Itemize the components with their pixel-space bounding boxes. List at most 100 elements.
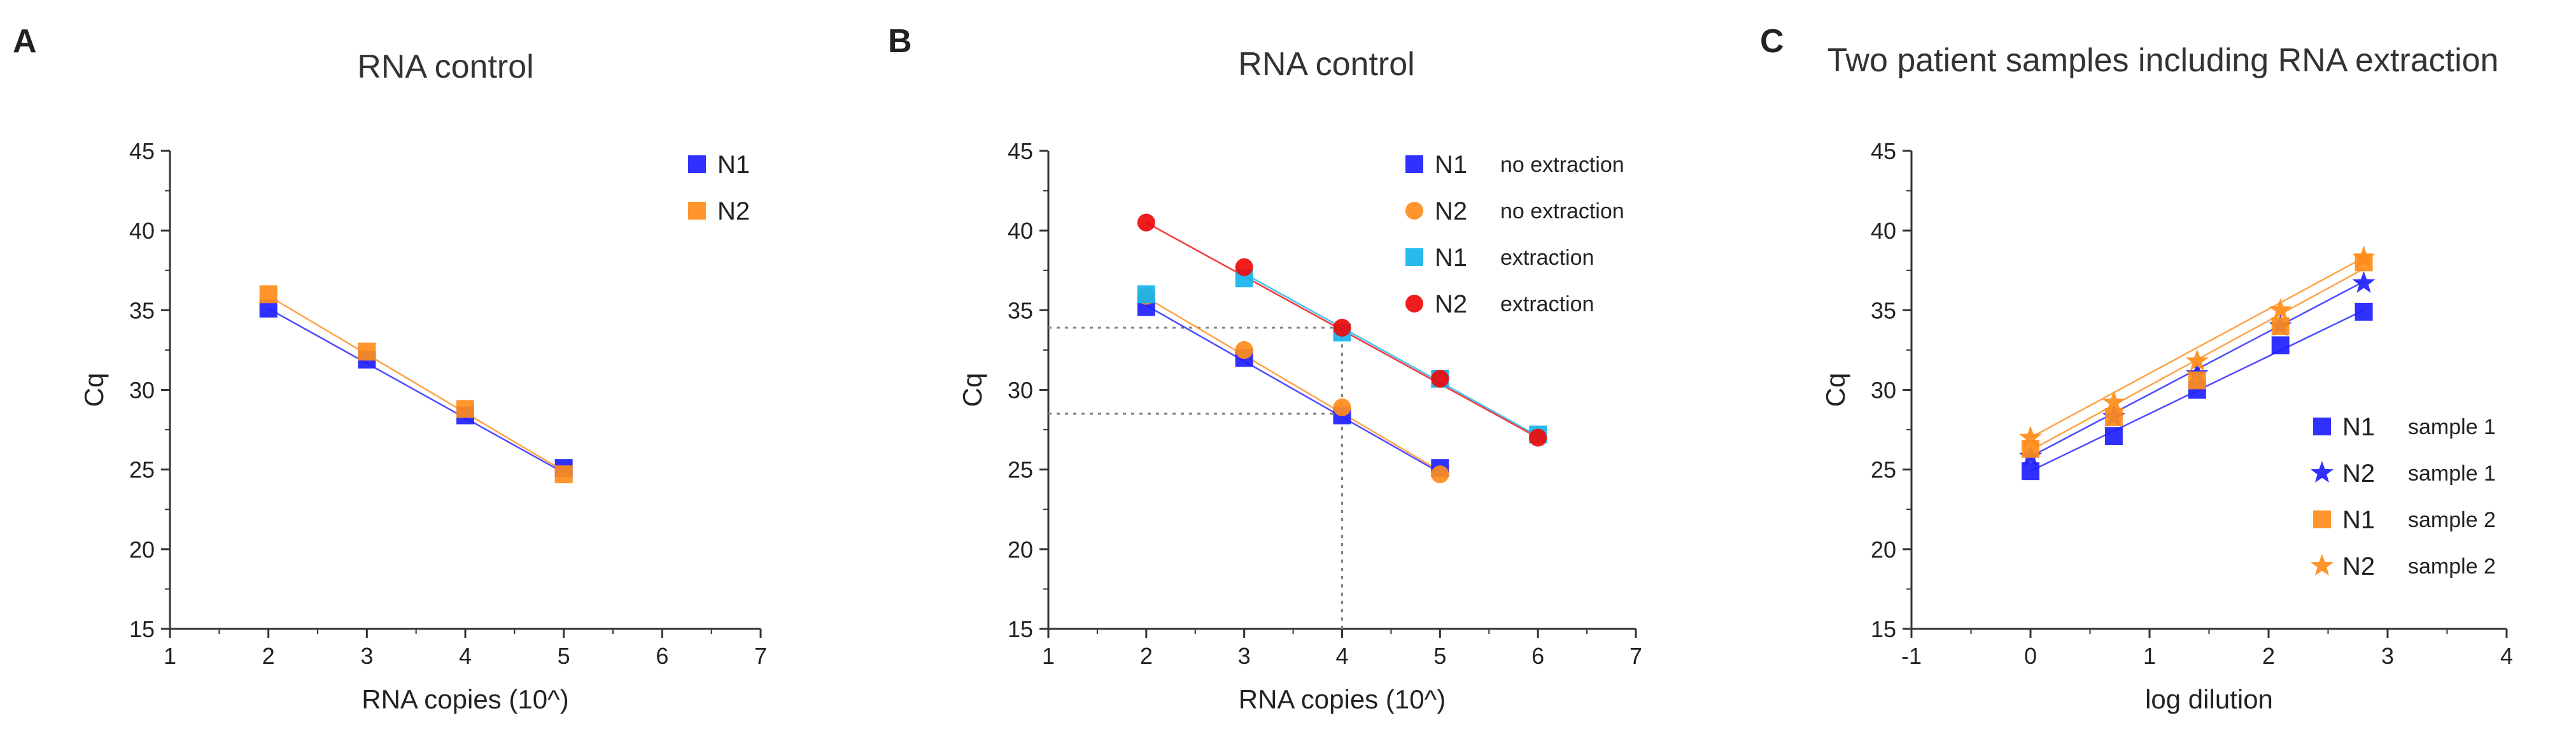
data-point-series-2 xyxy=(2022,440,2039,458)
legend-series-sub: extraction xyxy=(1500,246,1594,270)
data-point-series-3 xyxy=(2185,349,2209,371)
chart-title: RNA control xyxy=(1238,46,1414,83)
data-point-series-1 xyxy=(259,285,278,304)
y-axis-label: Cq xyxy=(1820,373,1850,407)
y-tick-label: 40 xyxy=(129,218,155,244)
x-tick-label: 4 xyxy=(1335,643,1348,669)
y-tick-label: 30 xyxy=(129,377,155,404)
legend-marker xyxy=(688,155,706,173)
panel-letter: B xyxy=(888,23,912,60)
y-tick-label: 35 xyxy=(1871,297,1896,323)
x-tick-label: 3 xyxy=(2381,643,2394,669)
y-tick-label: 35 xyxy=(1008,297,1033,323)
y-tick-label: 25 xyxy=(1008,457,1033,483)
legend-marker xyxy=(2313,510,2331,528)
x-tick-label: 0 xyxy=(2024,643,2037,669)
legend-series-sub: no extraction xyxy=(1500,199,1624,223)
legend-series-name: N1 xyxy=(717,151,750,179)
fit-line-1 xyxy=(268,295,565,472)
legend-series-name: N1 xyxy=(2342,506,2375,534)
legend-series-sub: extraction xyxy=(1500,292,1594,316)
legend-series-sub: sample 1 xyxy=(2408,415,2496,439)
data-point-series-3 xyxy=(2269,298,2292,320)
y-axis-label: Cq xyxy=(957,373,987,407)
data-point-series-2 xyxy=(2188,371,2206,390)
x-tick-label: 5 xyxy=(1433,643,1446,669)
y-tick-label: 15 xyxy=(1871,616,1896,642)
y-tick-label: 40 xyxy=(1871,218,1896,244)
x-tick-label: 3 xyxy=(1238,643,1251,669)
y-tick-label: 20 xyxy=(1008,537,1033,563)
fit-line-1 xyxy=(1146,297,1440,472)
data-point-series-1 xyxy=(1235,341,1253,359)
legend-series-name: N2 xyxy=(1435,290,1467,318)
fit-line-2 xyxy=(1244,272,1538,437)
data-point-series-3 xyxy=(1529,428,1547,447)
legend-series-sub: sample 1 xyxy=(2408,461,2496,486)
data-point-series-0 xyxy=(2354,302,2373,321)
data-point-series-1 xyxy=(1431,465,1449,484)
y-tick-label: 20 xyxy=(1871,537,1896,563)
data-point-series-1 xyxy=(1333,398,1351,417)
legend-series-name: N1 xyxy=(1435,244,1467,272)
fit-line-0 xyxy=(268,307,565,474)
data-point-series-3 xyxy=(2019,425,2042,447)
x-tick-label: 6 xyxy=(1531,643,1544,669)
legend: N1 no extraction N2 no extraction N1 extracti… xyxy=(1405,151,1624,318)
legend-series-name: N2 xyxy=(2342,460,2375,488)
x-axis-label: log dilution xyxy=(2145,684,2273,714)
legend-series-name: N2 xyxy=(1435,197,1467,225)
y-tick-label: 15 xyxy=(129,616,155,642)
x-tick-label: 7 xyxy=(754,643,767,669)
legend-series-name: N1 xyxy=(2342,413,2375,441)
legend-series-sub: sample 2 xyxy=(2408,508,2496,532)
y-tick-label: 40 xyxy=(1008,218,1033,244)
x-axis-label: RNA copies (10^) xyxy=(362,684,569,714)
y-tick-label: 15 xyxy=(1008,616,1033,642)
data-point-series-2 xyxy=(1137,285,1155,304)
chart-title: RNA control xyxy=(357,48,533,85)
legend-series-name: N1 xyxy=(1435,151,1467,179)
x-tick-label: 7 xyxy=(1629,643,1642,669)
panel-c: C Two patient samples including RNA extra… xyxy=(1760,23,2513,714)
legend-series-name: N2 xyxy=(717,197,750,225)
fit-line-0 xyxy=(1146,304,1440,474)
x-tick-label: 1 xyxy=(164,643,176,669)
legend: N1 sample 1 N2 sample 1 N1 sample 2 N2 sample 2 xyxy=(2311,413,2496,581)
x-axis-label: RNA copies (10^) xyxy=(1239,684,1446,714)
data-point-series-3 xyxy=(1431,369,1449,388)
legend-series-sub: sample 2 xyxy=(2408,554,2496,579)
panel-letter: C xyxy=(1760,23,1784,60)
x-tick-label: 2 xyxy=(2262,643,2275,669)
y-tick-label: 45 xyxy=(1871,138,1896,164)
data-point-series-1 xyxy=(554,465,573,484)
legend-series-name: N2 xyxy=(2342,552,2375,581)
data-point-series-3 xyxy=(1235,258,1253,276)
data-point-series-3 xyxy=(2352,245,2375,267)
legend-marker xyxy=(1405,155,1423,173)
legend-series-sub: no extraction xyxy=(1500,153,1624,177)
legend-marker xyxy=(2311,554,2333,576)
x-tick-label: 2 xyxy=(1140,643,1153,669)
x-tick-label: 4 xyxy=(2500,643,2513,669)
x-tick-label: 5 xyxy=(558,643,570,669)
legend-marker xyxy=(1405,295,1423,313)
legend: N1 N2 xyxy=(688,151,750,225)
x-tick-label: 2 xyxy=(262,643,275,669)
y-axis-label: Cq xyxy=(79,373,109,407)
x-tick-label: 1 xyxy=(1042,643,1055,669)
data-point-series-2 xyxy=(2271,317,2290,335)
legend-marker xyxy=(688,202,706,220)
legend-marker xyxy=(2311,461,2333,483)
y-tick-label: 25 xyxy=(1871,457,1896,483)
chart-title: Two patient samples including RNA extrac… xyxy=(1827,42,2499,79)
y-tick-label: 45 xyxy=(1008,138,1033,164)
panel-letter: A xyxy=(13,23,37,60)
data-point-series-1 xyxy=(456,400,474,418)
legend-marker xyxy=(1405,202,1423,220)
x-tick-label: 3 xyxy=(360,643,373,669)
y-tick-label: 30 xyxy=(1871,377,1896,404)
